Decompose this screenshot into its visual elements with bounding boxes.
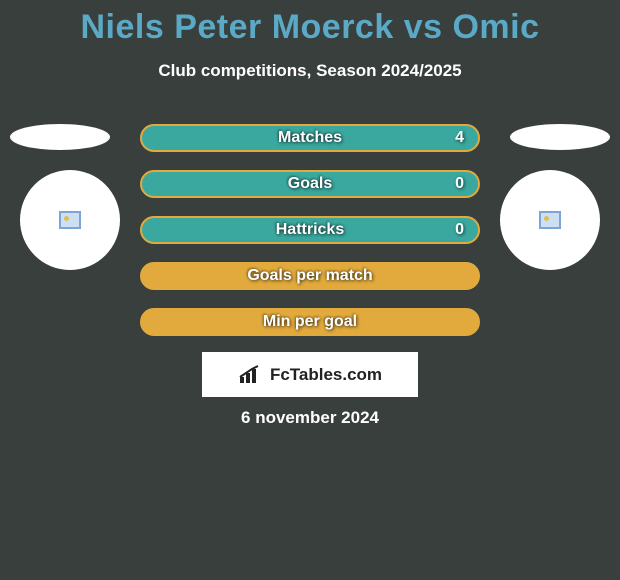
stat-bars: Matches 4 Goals 0 Hattricks 0 Goals per match M… — [140, 124, 480, 354]
stat-bar-min-per-goal: Min per goal — [140, 308, 480, 336]
stat-bar-matches: Matches 4 — [140, 124, 480, 152]
stat-label: Goals — [288, 175, 332, 193]
player-avatar-left — [20, 170, 120, 270]
stat-bar-goals: Goals 0 — [140, 170, 480, 198]
ellipse-left — [10, 124, 110, 150]
stat-bar-goals-per-match: Goals per match — [140, 262, 480, 290]
stat-label: Matches — [278, 129, 342, 147]
comparison-infographic: Niels Peter Moerck vs Omic Club competit… — [0, 0, 620, 580]
subtitle: Club competitions, Season 2024/2025 — [0, 61, 620, 81]
page-title: Niels Peter Moerck vs Omic — [0, 0, 620, 47]
site-logo: FcTables.com — [202, 352, 418, 397]
stat-value: 0 — [455, 175, 464, 193]
stat-value: 0 — [455, 221, 464, 239]
player-avatar-right — [500, 170, 600, 270]
bars-icon — [238, 365, 264, 385]
stat-label: Min per goal — [263, 313, 357, 331]
stat-value: 4 — [455, 129, 464, 147]
ellipse-right — [510, 124, 610, 150]
stat-label: Goals per match — [247, 267, 372, 285]
site-name: FcTables.com — [270, 365, 382, 385]
image-placeholder-icon — [59, 211, 81, 229]
stat-label: Hattricks — [276, 221, 344, 239]
image-placeholder-icon — [539, 211, 561, 229]
date-label: 6 november 2024 — [0, 408, 620, 428]
stat-bar-hattricks: Hattricks 0 — [140, 216, 480, 244]
